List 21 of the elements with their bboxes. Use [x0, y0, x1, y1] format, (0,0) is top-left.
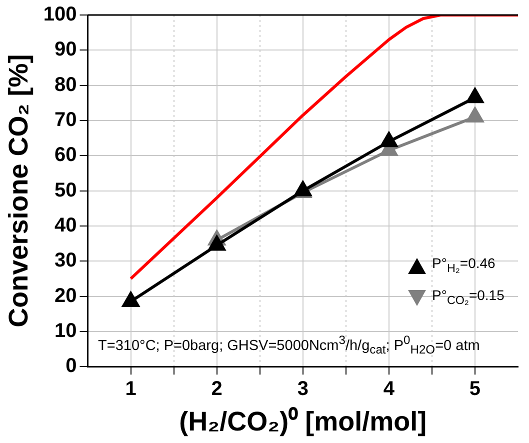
- y-tick-label: 20: [54, 284, 77, 307]
- y-tick-label: 70: [54, 108, 77, 131]
- x-axis-title: (H₂/CO₂)⁰ [mol/mol]: [179, 406, 427, 436]
- y-tick-label: 30: [54, 250, 77, 272]
- x-tick-label: 3: [297, 378, 308, 400]
- y-tick-label: 0: [66, 355, 77, 378]
- y-axis-title: Conversione CO₂ [%]: [4, 54, 34, 328]
- legend-label: P°$_{CO₂}$=0.15: [432, 286, 504, 309]
- y-tick-label: 40: [54, 214, 77, 236]
- y-tick-label: 10: [54, 320, 77, 342]
- y-tick-label: 80: [54, 74, 77, 96]
- x-tick-label: 1: [125, 378, 136, 400]
- legend-label: P°$_{H₂}$=0.46: [432, 254, 496, 277]
- annotation: T=310°C; P=0barg; GHSV=5000Ncm$^{3}$/h/g$_{cat}$; P$^{0}$$_{H2O}$=0 atm: [98, 333, 480, 357]
- x-tick-label: 2: [211, 378, 222, 400]
- x-tick-label: 5: [469, 378, 481, 400]
- y-tick-label: 100: [43, 4, 77, 26]
- x-tick-label: 4: [383, 378, 396, 400]
- y-tick-label: 90: [54, 38, 77, 61]
- y-tick-label: 60: [54, 144, 77, 166]
- y-tick-label: 50: [54, 179, 77, 202]
